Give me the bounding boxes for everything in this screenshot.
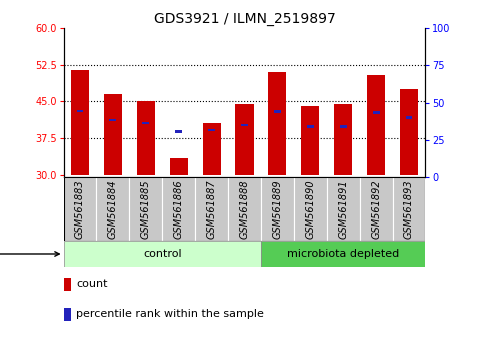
Bar: [175, 130, 182, 133]
Bar: [63, 278, 71, 291]
Bar: [63, 308, 71, 321]
Text: GSM561888: GSM561888: [239, 179, 249, 239]
Bar: [261, 241, 425, 267]
Bar: [195, 177, 227, 241]
Text: GSM561891: GSM561891: [338, 179, 347, 239]
Bar: [301, 106, 319, 175]
Bar: [333, 104, 351, 175]
Text: count: count: [76, 279, 107, 289]
Text: GSM561886: GSM561886: [173, 179, 183, 239]
Bar: [359, 177, 392, 241]
Bar: [169, 158, 187, 175]
Bar: [109, 119, 116, 121]
Bar: [392, 177, 425, 241]
Bar: [306, 125, 313, 128]
Bar: [63, 177, 96, 241]
Text: GSM561889: GSM561889: [272, 179, 282, 239]
Bar: [63, 241, 261, 267]
Bar: [129, 177, 162, 241]
Bar: [268, 72, 286, 175]
Bar: [103, 94, 122, 175]
Text: GSM561892: GSM561892: [370, 179, 380, 239]
Bar: [366, 75, 385, 175]
Bar: [339, 125, 346, 128]
Bar: [142, 121, 149, 124]
Bar: [137, 102, 155, 175]
Text: GSM561884: GSM561884: [108, 179, 118, 239]
Bar: [293, 177, 326, 241]
Bar: [227, 177, 261, 241]
Bar: [77, 110, 83, 112]
Text: GSM561885: GSM561885: [141, 179, 150, 239]
Bar: [162, 177, 195, 241]
Bar: [202, 124, 220, 175]
Text: GSM561883: GSM561883: [75, 179, 85, 239]
Bar: [208, 129, 215, 131]
Text: GSM561890: GSM561890: [305, 179, 315, 239]
Text: microbiota depleted: microbiota depleted: [286, 249, 399, 259]
Bar: [261, 177, 293, 241]
Text: percentile rank within the sample: percentile rank within the sample: [76, 309, 264, 319]
Bar: [241, 124, 247, 126]
Text: protocol: protocol: [0, 249, 59, 259]
Bar: [372, 111, 379, 114]
Bar: [273, 110, 280, 113]
Title: GDS3921 / ILMN_2519897: GDS3921 / ILMN_2519897: [153, 12, 335, 26]
Bar: [399, 89, 417, 175]
Bar: [71, 70, 89, 175]
Bar: [235, 104, 253, 175]
Text: GSM561887: GSM561887: [206, 179, 216, 239]
Text: GSM561893: GSM561893: [403, 179, 413, 239]
Bar: [96, 177, 129, 241]
Text: control: control: [142, 249, 181, 259]
Bar: [326, 177, 359, 241]
Bar: [405, 116, 411, 119]
